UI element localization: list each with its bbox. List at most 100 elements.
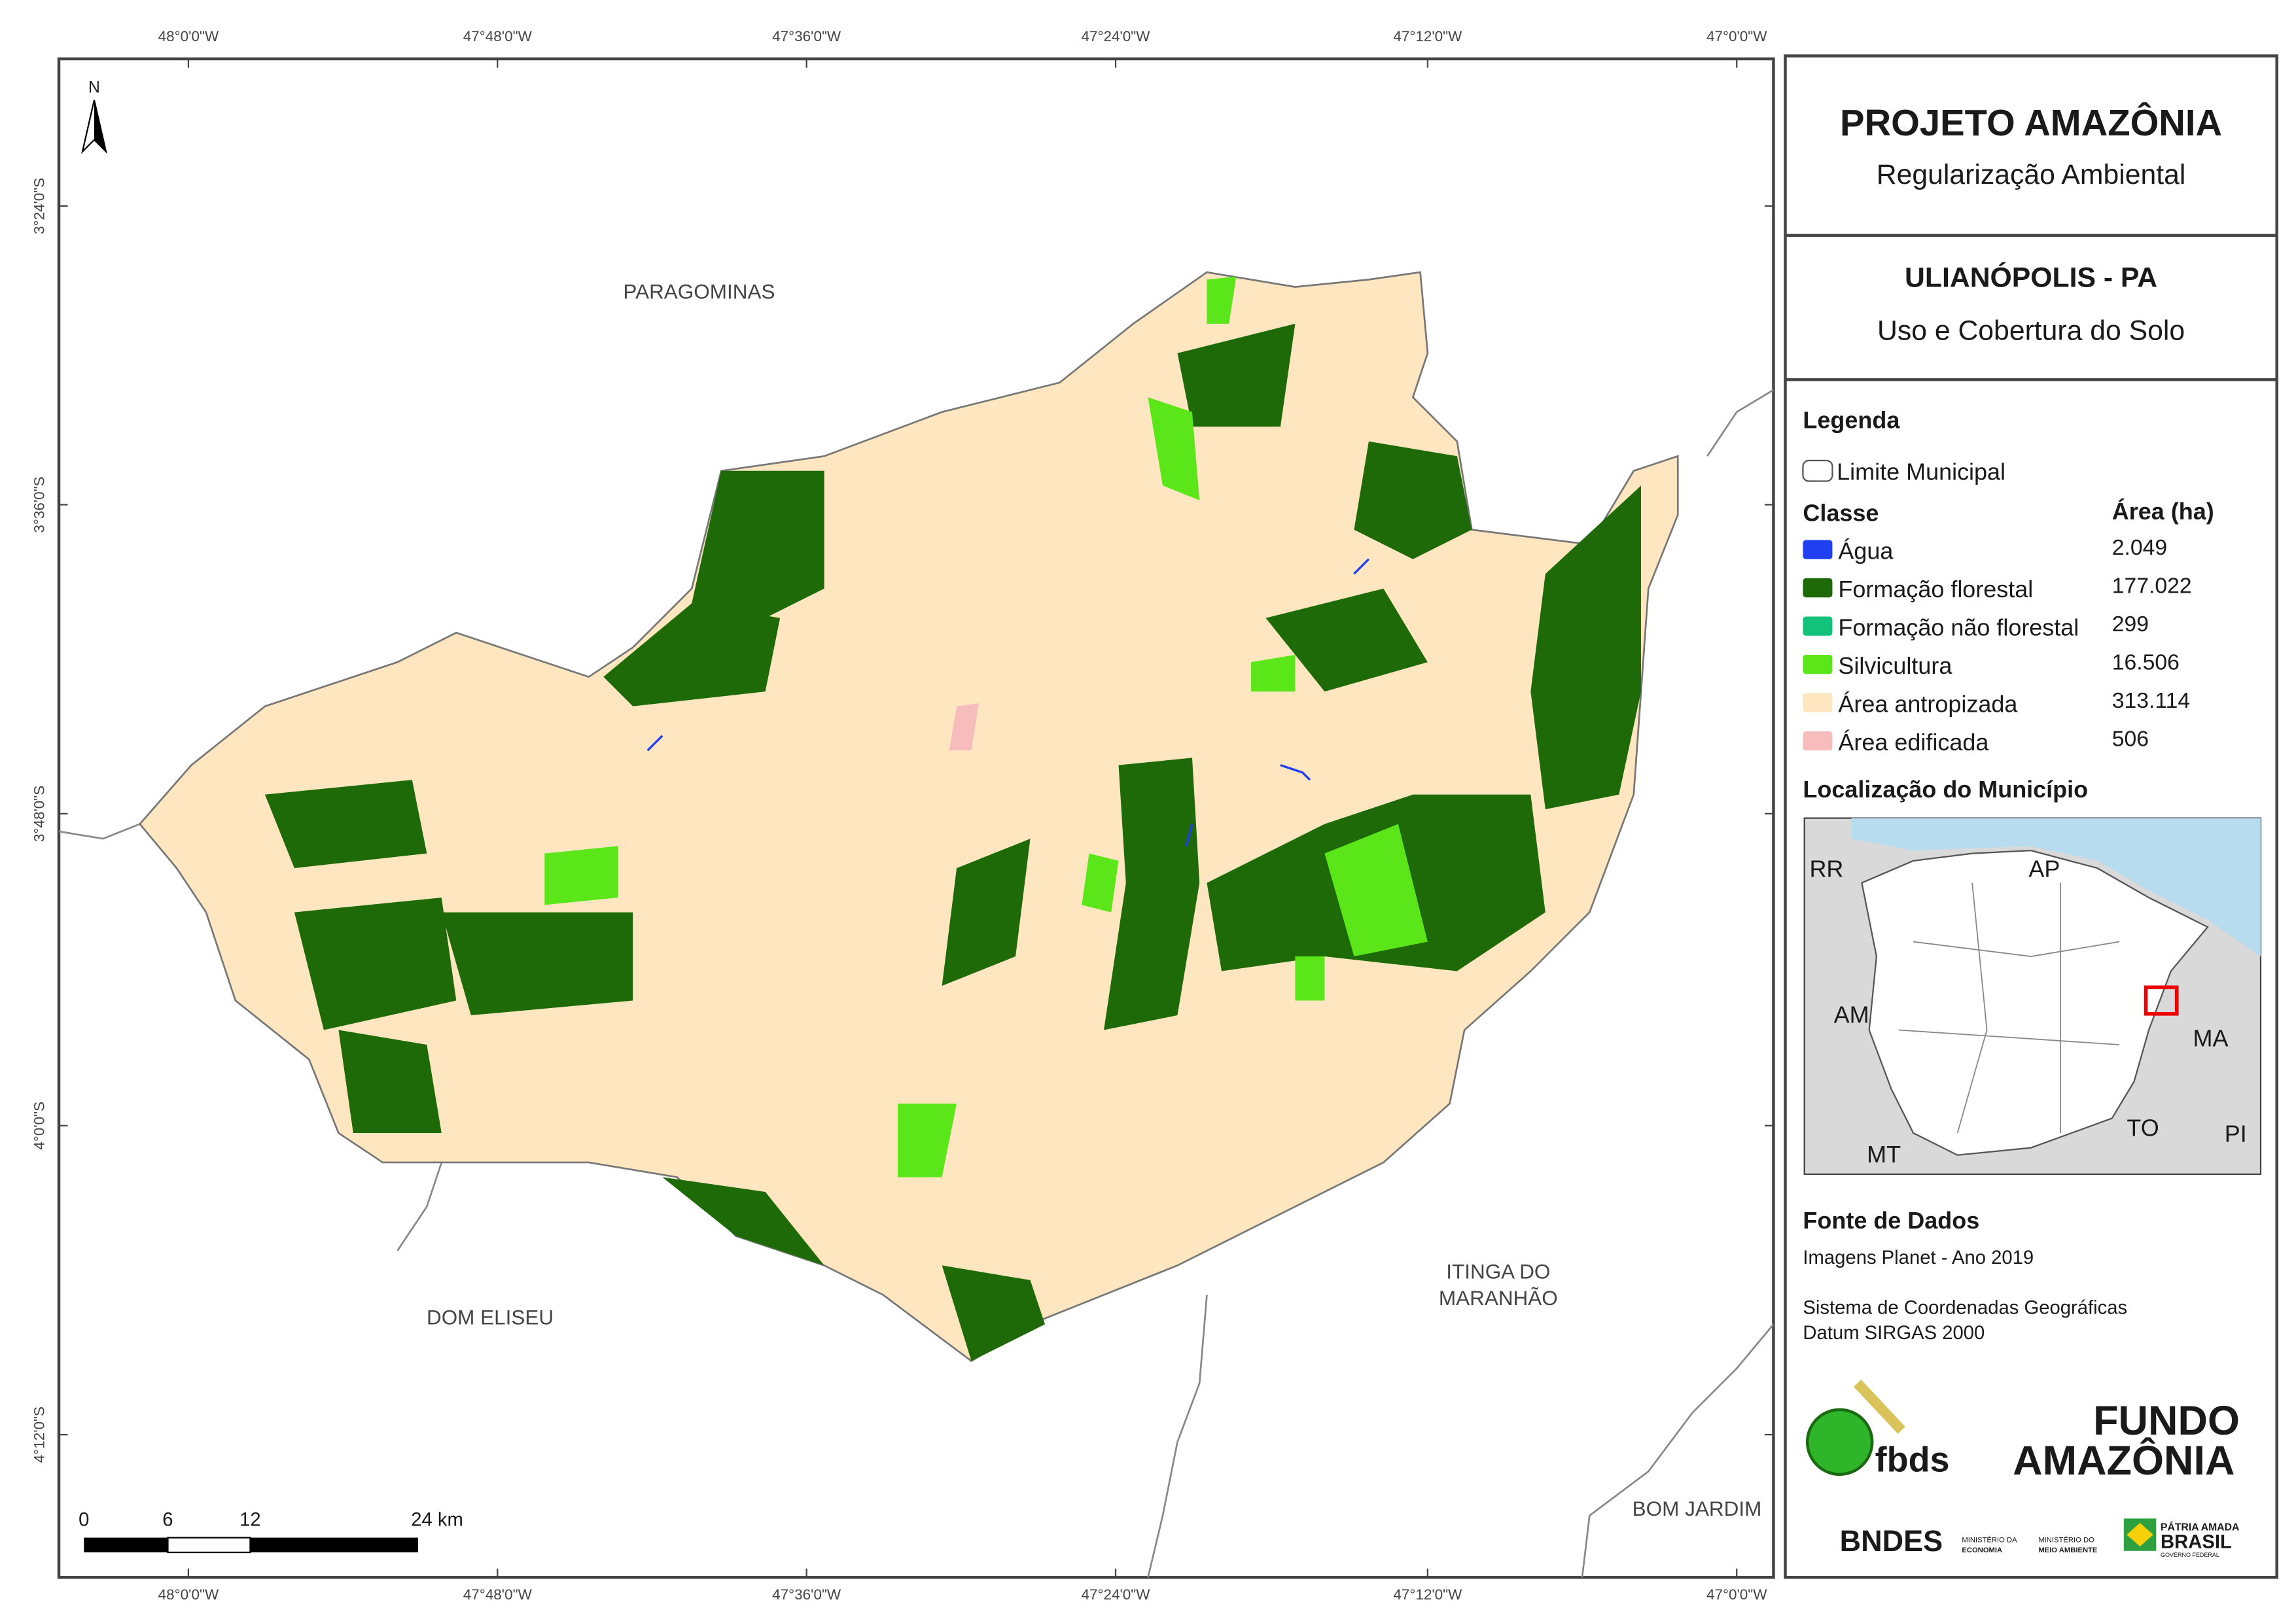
legend-class: Formação florestal [1838, 576, 2033, 602]
longitude-label: 48°0'0"W [158, 28, 219, 44]
longitude-label: 47°24'0"W [1082, 1586, 1151, 1603]
latitude-label: 3°48'0"S [31, 786, 48, 842]
built-area [949, 703, 979, 751]
neighbor-boundary [58, 389, 1775, 1578]
fbds-logo-text: fbds [1875, 1440, 1950, 1479]
scale-label: 0 [79, 1510, 89, 1531]
sources-imagery: Imagens Planet - Ano 2019 [1803, 1248, 2034, 1268]
location-marker [2144, 985, 2179, 1016]
brasil-logo: GOVERNO FEDERAL [2161, 1552, 2219, 1558]
legend-area: 299 [2112, 612, 2149, 637]
state-label: AM [1834, 1001, 1869, 1028]
map-theme: Uso e Cobertura do Solo [1877, 315, 2185, 347]
scale-bar [167, 1537, 251, 1554]
brasil-flag [2127, 1523, 2153, 1547]
scale-label: 6 [162, 1510, 173, 1531]
legend-swatch [1803, 731, 1833, 751]
boundary-label: Limite Municipal [1837, 458, 2005, 485]
state-label: AP [2028, 856, 2060, 882]
state-label: MA [2193, 1024, 2229, 1051]
latitude-label: 3°24'0"S [31, 178, 48, 234]
legend-class: Silvicultura [1838, 652, 1952, 679]
legend-area: 313.114 [2112, 688, 2190, 713]
silviculture [1148, 397, 1200, 500]
place-name: MARANHÃO [1439, 1286, 1558, 1310]
forest [692, 470, 824, 618]
class-header: Classe [1803, 499, 1879, 526]
para-state [1861, 849, 2209, 1156]
subtitle: Regularização Ambiental [1877, 159, 2186, 190]
longitude-label: 47°36'0"W [772, 1586, 841, 1603]
ministry-logo: MEIO AMBIENTE [2038, 1546, 2098, 1554]
latitude-label: 3°36'0"S [31, 476, 48, 532]
scale-labels: 0 6 12 24 km [79, 1510, 463, 1531]
brasil-logo: BRASIL [2161, 1531, 2232, 1552]
longitude-label: 47°0'0"W [1706, 28, 1767, 44]
longitude-label: 48°0'0"W [158, 1586, 219, 1603]
water [646, 558, 1370, 846]
inset-map: RR AP AM MA TO MT PI [1803, 817, 2262, 1176]
scale-label: 12 [239, 1510, 261, 1531]
state-label: RR [1809, 856, 1843, 882]
forest [942, 839, 1031, 986]
forest [1177, 323, 1296, 427]
sources-title: Fonte de Dados [1803, 1207, 1979, 1234]
legend-title: Legenda [1803, 407, 1900, 434]
ministry-logo: MINISTÉRIO DO [2038, 1535, 2094, 1544]
state-label: TO [2127, 1114, 2159, 1141]
fbds-logo-circle [1805, 1408, 1874, 1476]
legend-swatch [1803, 616, 1833, 636]
fbds-logo-bar [1853, 1379, 1905, 1434]
forest [662, 1177, 824, 1266]
title: PROJETO AMAZÔNIA [1840, 102, 2222, 143]
fundo-logo: AMAZÔNIA [2013, 1437, 2234, 1484]
inset-labels: RR AP AM MA TO MT PI [1809, 856, 2246, 1168]
scale-bar [250, 1537, 418, 1553]
state-label: MT [1867, 1141, 1901, 1168]
place-name: PARAGOMINAS [623, 280, 775, 304]
silviculture [1082, 853, 1119, 913]
latitude-label: 4°0'0"S [31, 1102, 48, 1150]
forest [294, 898, 457, 1030]
scale-label: 24 km [411, 1510, 463, 1531]
sources-crs: Sistema de Coordenadas Geográficas [1803, 1298, 2127, 1319]
longitude-label: 47°12'0"W [1393, 1586, 1462, 1603]
legend-area: 16.506 [2112, 650, 2180, 674]
silviculture [1207, 276, 1237, 324]
forest [1530, 485, 1642, 810]
municipality-name: ULIANÓPOLIS - PA [1905, 262, 2157, 294]
legend-area: 2.049 [2112, 535, 2167, 560]
latitude-label: 4°12'0"S [31, 1406, 48, 1463]
longitude-label: 47°36'0"W [772, 28, 841, 44]
forest [338, 1030, 442, 1133]
forest-patches [264, 323, 1642, 1361]
state-label: PI [2225, 1120, 2247, 1147]
location-title: Localização do Município [1803, 776, 2088, 803]
bndes-logo: BNDES [1840, 1524, 1943, 1558]
silviculture [1250, 654, 1296, 692]
municipality-area [138, 271, 1679, 1363]
north-arrow-fill [94, 99, 106, 152]
place-name: ITINGA DO [1446, 1260, 1550, 1283]
legend-area: 177.022 [2112, 573, 2192, 598]
longitude-label: 47°24'0"W [1082, 28, 1151, 44]
ministry-logo: ECONOMIA [1962, 1546, 2002, 1554]
forest [603, 603, 781, 707]
legend-rows: Água 2.049 Formação florestal 177.022 Formaç… [1803, 535, 2192, 756]
scale-bar [84, 1537, 168, 1553]
legend-class: Área edificada [1838, 729, 1988, 756]
place-name: DOM ELISEU [427, 1305, 554, 1329]
fundo-logo: FUNDO [2093, 1398, 2240, 1444]
place-name: BOM JARDIM [1633, 1497, 1762, 1520]
side-panel [1784, 54, 2278, 1579]
forest [264, 780, 427, 869]
north-label: N [88, 79, 100, 97]
legend-swatch [1803, 578, 1833, 598]
silviculture [544, 846, 618, 905]
legend-class: Formação não florestal [1838, 614, 2079, 641]
boundary-swatch [1802, 459, 1833, 482]
longitude-label: 47°48'0"W [463, 1586, 533, 1603]
legend-swatch [1803, 693, 1833, 712]
forest [1354, 441, 1472, 559]
